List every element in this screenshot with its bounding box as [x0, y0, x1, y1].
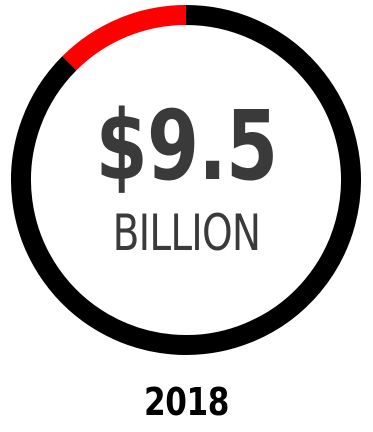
year-label: 2018 — [143, 380, 230, 424]
center-value: $9.5 — [95, 90, 278, 202]
donut-segment-highlight — [62, 5, 187, 71]
donut-segment-remainder — [11, 5, 361, 355]
center-unit: BILLION — [112, 204, 261, 262]
